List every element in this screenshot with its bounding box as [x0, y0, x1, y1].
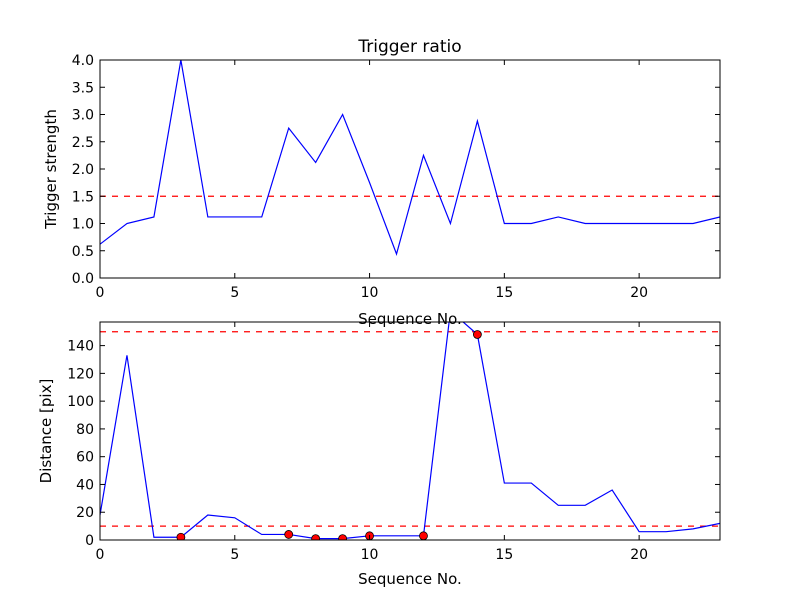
x-tick-label: 10	[361, 285, 379, 301]
x-tick-label: 5	[230, 285, 239, 301]
y-tick-label: 4.0	[72, 53, 94, 69]
y-tick-label: 0.0	[72, 271, 94, 287]
y-tick-label: 40	[76, 477, 94, 493]
plot-area	[100, 60, 720, 256]
data-point-marker	[338, 534, 348, 540]
y-tick-label: 20	[76, 505, 94, 521]
axes-frame	[99, 321, 721, 541]
data-point-marker	[419, 531, 428, 540]
data-point-marker	[284, 530, 294, 539]
distance-chart: Sequence No. Distance [pix] 0 5 10 15 20 0 20 4…	[37, 321, 721, 588]
x-tick-label: 5	[230, 547, 239, 563]
y-tick-label: 1.5	[72, 189, 94, 205]
y-tick-label: 100	[67, 394, 94, 410]
y-tick-label: 0.5	[72, 244, 94, 260]
series-line	[100, 60, 720, 256]
trigger-ratio-chart: Trigger ratio Sequence No. Trigger stren…	[42, 37, 721, 328]
data-point-marker	[176, 532, 186, 540]
y-tick-label: 140	[67, 339, 94, 355]
series-line	[100, 322, 720, 540]
y-tick-label: 2.0	[72, 162, 94, 178]
x-axis-label: Sequence No.	[358, 310, 462, 328]
y-tick-label: 1.0	[72, 217, 94, 233]
x-tick-label: 10	[361, 547, 379, 563]
x-tick-label: 15	[495, 285, 513, 301]
y-axis-label: Distance [pix]	[37, 379, 55, 484]
x-axis-label: Sequence No.	[358, 570, 462, 588]
y-tick-label: 2.5	[72, 135, 94, 151]
y-tick-label: 80	[76, 422, 94, 438]
x-tick-label: 0	[96, 547, 105, 563]
x-tick-label: 20	[630, 547, 648, 563]
x-tick-label: 0	[96, 285, 105, 301]
data-point-marker	[311, 534, 321, 540]
y-tick-label: 3.5	[72, 80, 94, 96]
x-tick-label: 15	[495, 547, 513, 563]
y-tick-label: 0	[85, 533, 94, 549]
x-tick-label: 20	[630, 285, 648, 301]
data-point-marker	[472, 330, 482, 339]
y-tick-label: 120	[67, 366, 94, 382]
y-axis-label: Trigger strength	[42, 109, 60, 230]
y-tick-label: 60	[76, 450, 94, 466]
y-tick-label: 3.0	[72, 108, 94, 124]
chart-title: Trigger ratio	[357, 37, 461, 57]
